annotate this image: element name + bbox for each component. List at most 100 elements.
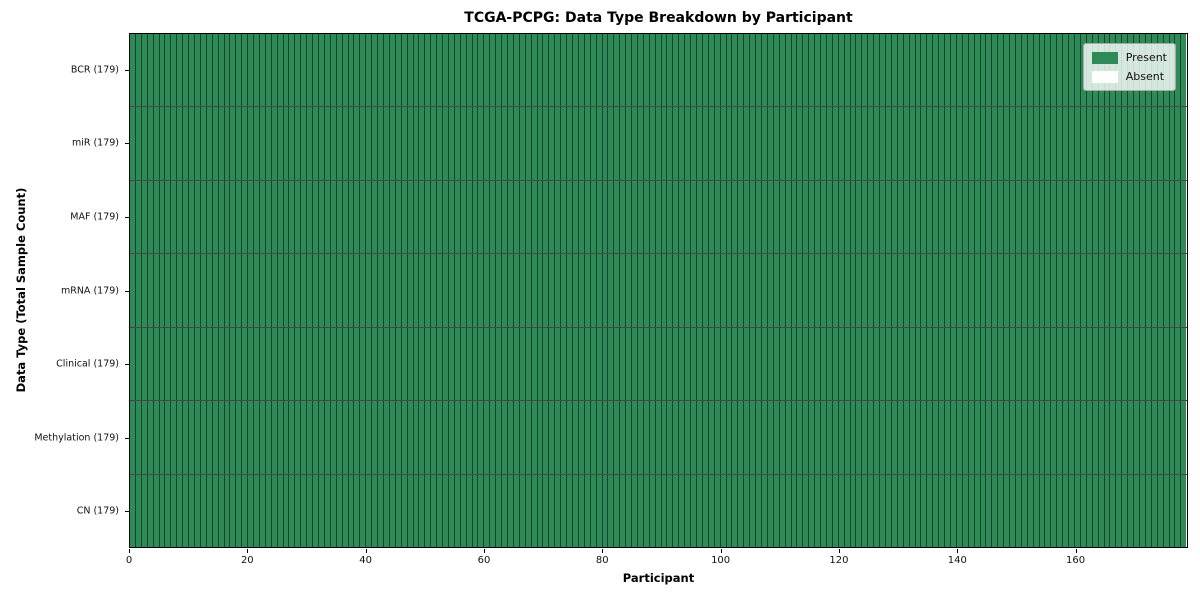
y-tick-mark xyxy=(125,437,129,439)
heatmap-cell xyxy=(1057,34,1064,107)
heatmap-cell xyxy=(1134,254,1140,327)
heatmap-cell xyxy=(649,254,656,327)
heatmap-cell xyxy=(1075,34,1081,107)
heatmap-cell xyxy=(212,107,219,180)
heatmap-cell xyxy=(189,180,195,254)
heatmap-cell xyxy=(714,180,721,254)
heatmap-cell xyxy=(454,401,461,474)
heatmap-cell xyxy=(543,34,550,107)
legend-entry-absent: Absent xyxy=(1091,70,1167,83)
heatmap-cell xyxy=(508,107,514,180)
heatmap-cell xyxy=(750,34,757,107)
heatmap-cell xyxy=(732,107,739,180)
heatmap-cell xyxy=(165,34,172,107)
heatmap-cell xyxy=(378,474,384,547)
heatmap-cell xyxy=(171,254,178,327)
heatmap-cell xyxy=(732,327,739,401)
heatmap-cell xyxy=(336,474,343,547)
heatmap-cell xyxy=(466,34,473,107)
heatmap-cell xyxy=(496,474,503,547)
heatmap-cell xyxy=(998,474,1005,547)
heatmap-cell xyxy=(419,107,426,180)
heatmap-cell xyxy=(708,474,715,547)
heatmap-cell xyxy=(590,180,597,254)
heatmap-cell xyxy=(590,254,597,327)
heatmap-cell xyxy=(135,327,142,401)
heatmap-cell xyxy=(1110,254,1117,327)
heatmap-cell xyxy=(773,180,780,254)
heatmap-cell xyxy=(720,107,727,180)
heatmap-cell xyxy=(809,107,816,180)
heatmap-cell xyxy=(366,474,373,547)
heatmap-cell xyxy=(360,180,367,254)
heatmap-cell xyxy=(1027,474,1034,547)
heatmap-cell xyxy=(649,107,656,180)
heatmap-cell xyxy=(826,107,833,180)
heatmap-cell xyxy=(218,180,225,254)
heatmap-cell xyxy=(130,34,136,107)
heatmap-cell xyxy=(761,180,768,254)
heatmap-cell xyxy=(1069,34,1075,107)
heatmap-cell xyxy=(1027,34,1034,107)
heatmap-cell xyxy=(632,34,638,107)
heatmap-cell xyxy=(218,34,225,107)
heatmap-cell xyxy=(342,107,349,180)
x-tick-label: 100 xyxy=(711,555,731,566)
heatmap-cell xyxy=(1063,107,1070,180)
heatmap-cell xyxy=(153,180,160,254)
heatmap-cell xyxy=(679,34,686,107)
heatmap-cell xyxy=(513,34,520,107)
heatmap-cell xyxy=(478,34,485,107)
heatmap-cell xyxy=(413,254,420,327)
heatmap-cell xyxy=(590,34,597,107)
heatmap-cell xyxy=(496,401,503,474)
heatmap-cell xyxy=(702,107,709,180)
heatmap-cell xyxy=(443,327,449,401)
heatmap-cell xyxy=(147,327,154,401)
heatmap-cell xyxy=(809,474,816,547)
heatmap-cell xyxy=(508,474,514,547)
heatmap-cell xyxy=(301,180,308,254)
heatmap-cell xyxy=(584,327,591,401)
heatmap-cell xyxy=(1092,474,1099,547)
heatmap-cell xyxy=(230,254,237,327)
heatmap-cell xyxy=(218,107,225,180)
heatmap-cell xyxy=(602,327,609,401)
heatmap-cell xyxy=(832,254,839,327)
heatmap-cell xyxy=(815,180,822,254)
heatmap-cell xyxy=(448,180,455,254)
heatmap-cell xyxy=(277,401,284,474)
heatmap-cell xyxy=(537,254,544,327)
heatmap-cell xyxy=(1015,254,1022,327)
heatmap-cell xyxy=(1098,327,1105,401)
heatmap-cell xyxy=(224,401,231,474)
heatmap-cell xyxy=(543,401,550,474)
heatmap-cell xyxy=(1092,327,1099,401)
heatmap-cell xyxy=(135,474,142,547)
heatmap-cell xyxy=(153,401,160,474)
heatmap-cell xyxy=(655,327,662,401)
heatmap-cell xyxy=(1151,180,1158,254)
heatmap-cell xyxy=(702,474,709,547)
heatmap-cell xyxy=(726,180,733,254)
heatmap-cell xyxy=(720,254,727,327)
heatmap-cell xyxy=(537,474,544,547)
heatmap-cell xyxy=(454,180,461,254)
heatmap-cell xyxy=(194,180,201,254)
heatmap-cell xyxy=(1075,327,1081,401)
heatmap-cell xyxy=(838,254,845,327)
heatmap-cell xyxy=(437,327,444,401)
heatmap-cell xyxy=(726,474,733,547)
heatmap-cell xyxy=(909,401,916,474)
heatmap-row-methylation xyxy=(130,401,1187,475)
heatmap-cell xyxy=(443,107,449,180)
heatmap-cell xyxy=(395,34,402,107)
heatmap-cell xyxy=(289,107,296,180)
heatmap-cell xyxy=(850,474,857,547)
heatmap-cell xyxy=(230,474,237,547)
heatmap-cell xyxy=(950,401,957,474)
heatmap-cell xyxy=(590,401,597,474)
heatmap-cell xyxy=(395,327,402,401)
heatmap-cell xyxy=(962,107,969,180)
heatmap-cell xyxy=(419,180,426,254)
